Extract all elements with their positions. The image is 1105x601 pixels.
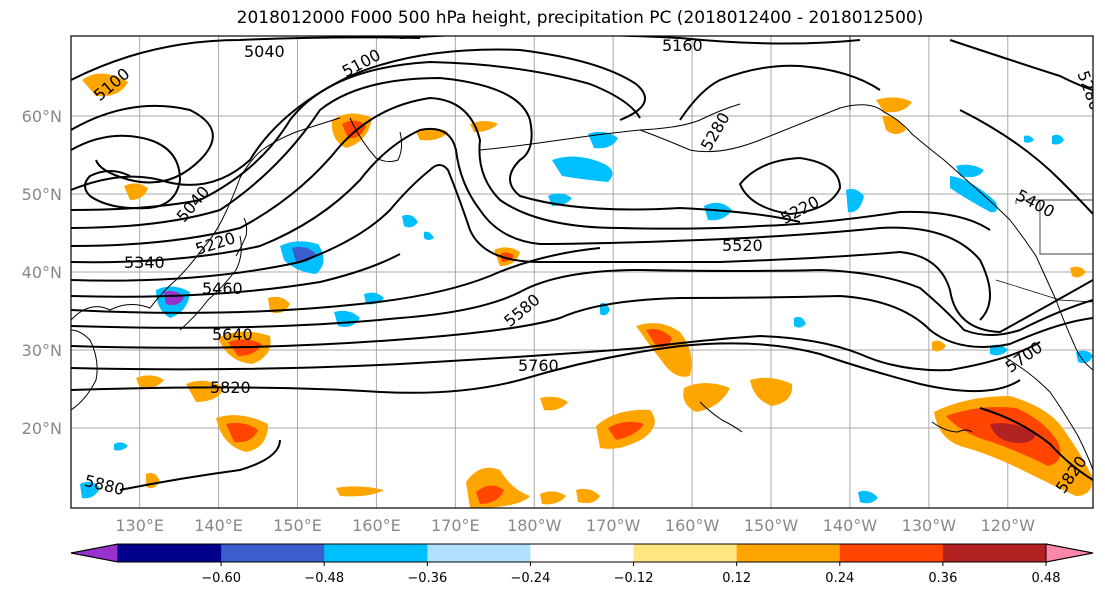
longitude-label: 120°W: [981, 516, 1036, 535]
longitude-label: 140°W: [823, 516, 878, 535]
colorbar-segment: [530, 544, 635, 562]
longitude-label: 160°W: [665, 516, 720, 535]
latitude-label: 30°N: [22, 341, 62, 360]
longitude-labels: 130°E 140°E 150°E 160°E 170°E 180°W 170°W 160°W…: [115, 516, 1035, 535]
contour-label: 5160: [662, 36, 703, 55]
colorbar-segment: [221, 544, 325, 562]
colorbar-segment: [633, 544, 738, 562]
longitude-label: 150°E: [273, 516, 322, 535]
contour-label: 5340: [124, 253, 165, 272]
colorbar-tick-label: −0.48: [304, 571, 344, 586]
graticule: [71, 36, 1093, 508]
longitude-label: 150°W: [744, 516, 799, 535]
political-borders: [849, 36, 1093, 303]
colorbar-segment: [118, 544, 222, 562]
colorbar-segment: [839, 544, 944, 562]
map-frame: [70, 35, 1094, 509]
contour-label: 5760: [518, 356, 559, 375]
latitude-label: 50°N: [22, 185, 62, 204]
latitude-labels: 60°N 50°N 40°N 30°N 20°N: [22, 107, 62, 438]
map-title: 2018012000 F000 500 hPa height, precipit…: [236, 8, 924, 28]
latitude-label: 20°N: [22, 419, 62, 438]
colorbar-tick-label: −0.60: [201, 571, 241, 586]
longitude-label: 130°E: [115, 516, 164, 535]
colorbar-tick-label: 0.36: [928, 571, 957, 586]
colorbar-extend-high: [1045, 543, 1094, 563]
colorbar-tick-label: 0.12: [722, 571, 751, 586]
colorbar-tick-label: 0.48: [1032, 571, 1061, 586]
contour-label: 5520: [722, 236, 763, 255]
colorbar-segment: [942, 544, 1047, 562]
precipitation-shading: [80, 73, 1093, 508]
colorbar-segment: [324, 544, 428, 562]
colorbar-extend-low: [70, 543, 119, 563]
colorbar-tick-label: −0.36: [407, 571, 447, 586]
coastlines: [71, 103, 1093, 471]
longitude-label: 170°E: [431, 516, 480, 535]
colorbar-segment: [427, 544, 531, 562]
contour-label: 5640: [212, 325, 253, 344]
longitude-label: 170°W: [586, 516, 641, 535]
contour-label: 5820: [210, 378, 251, 397]
longitude-label: 160°E: [352, 516, 401, 535]
colorbar-tick-label: −0.24: [511, 571, 551, 586]
latitude-label: 40°N: [22, 263, 62, 282]
colorbar-outline: [70, 543, 1094, 563]
colorbar: −0.60 −0.48 −0.36 −0.24 −0.12 0.12 0.24 0.36 0.4…: [70, 543, 1094, 586]
colorbar-segment: [736, 544, 841, 562]
contour-label: 5040: [244, 42, 285, 61]
contour-label: 5460: [202, 279, 243, 298]
colorbar-tick-label: 0.24: [825, 571, 854, 586]
longitude-label: 130°W: [902, 516, 957, 535]
latitude-label: 60°N: [22, 107, 62, 126]
height-contours: [71, 36, 1093, 491]
colorbar-tick-label: −0.12: [614, 571, 654, 586]
longitude-label: 140°E: [194, 516, 243, 535]
longitude-label: 180°W: [507, 516, 562, 535]
